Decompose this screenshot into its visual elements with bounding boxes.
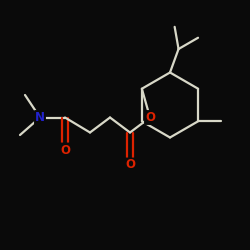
Text: O: O xyxy=(60,144,70,156)
Text: N: N xyxy=(35,111,45,124)
Text: O: O xyxy=(145,111,155,124)
Text: O: O xyxy=(125,158,135,172)
